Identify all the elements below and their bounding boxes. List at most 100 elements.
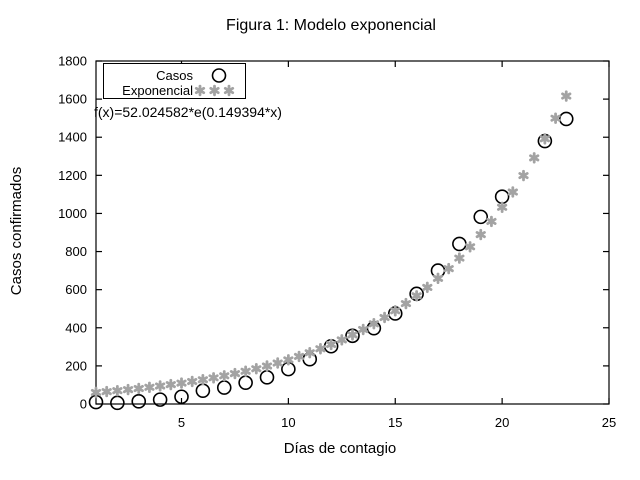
asterisk-arm [379, 313, 390, 322]
asterisk-arm [411, 292, 422, 300]
legend-marker-exponencial [194, 84, 206, 97]
asterisk-arm [101, 388, 112, 396]
exponencial-point [112, 384, 123, 397]
asterisk-arm [454, 254, 465, 262]
exponencial-point [326, 338, 337, 351]
casos-point [152, 392, 168, 407]
asterisk-arm [251, 365, 262, 373]
legend-marker-exponencial [223, 84, 235, 97]
asterisk-arm [229, 370, 241, 378]
x-tick-label: 25 [602, 415, 616, 430]
legend-marker-exponencial [209, 84, 220, 97]
exponencial-point [101, 385, 112, 398]
asterisk-arm [422, 283, 433, 291]
asterisk-arm [432, 274, 444, 282]
asterisk-arm [464, 243, 476, 251]
x-tick-label: 20 [495, 415, 509, 430]
asterisk-arm [358, 325, 369, 334]
asterisk-arm [165, 381, 176, 389]
casos-point [452, 236, 467, 252]
asterisk-arm [194, 86, 206, 95]
exponencial-point [219, 370, 230, 382]
x-tick-label: 15 [388, 415, 402, 430]
asterisk-arm [219, 372, 230, 380]
exponencial-point [304, 347, 315, 359]
exponencial-point [187, 375, 198, 388]
asterisk-arm [144, 383, 155, 391]
x-tick-label: 5 [178, 415, 185, 430]
asterisk-arm [304, 349, 315, 357]
exponencial-point [422, 281, 433, 294]
asterisk-arm [368, 320, 379, 328]
exponencial-point [454, 252, 465, 264]
exponencial-point [529, 152, 540, 164]
exponencial-point [272, 357, 283, 369]
exponencial-point [336, 334, 347, 346]
asterisk-arm [122, 386, 134, 394]
exponencial-point [475, 228, 486, 241]
asterisk-arm [261, 362, 273, 370]
asterisk-arm [507, 188, 518, 196]
exponencial-point [497, 201, 508, 213]
exponencial-point [293, 350, 305, 363]
casos-point [216, 380, 232, 395]
exponencial-point [550, 112, 561, 124]
exponencial-point [283, 354, 294, 366]
asterisk-arm [400, 300, 412, 308]
legend: Casos Exponencial [103, 63, 246, 99]
asterisk-arm [133, 384, 144, 393]
exponencial-point [539, 133, 550, 145]
asterisk-arm [112, 387, 123, 395]
casos-point [195, 383, 211, 398]
asterisk-arm [443, 265, 454, 273]
x-axis-label: Días de contagio [284, 440, 397, 457]
casos-point [494, 189, 510, 204]
casos-point [473, 209, 489, 225]
y-tick-label: 600 [65, 282, 87, 297]
asterisk-arm [90, 388, 102, 397]
y-tick-label: 1600 [58, 92, 87, 107]
legend-label-exponencial: Exponencial [122, 83, 193, 98]
exponencial-point [261, 360, 273, 372]
exponencial-point [155, 380, 166, 392]
y-tick-label: 1800 [58, 54, 87, 69]
exponencial-point [443, 262, 454, 275]
casos-point [174, 389, 189, 405]
y-tick-label: 1200 [58, 168, 87, 183]
y-tick-label: 1400 [58, 130, 87, 145]
asterisk-arm [208, 374, 219, 382]
asterisk-arm [497, 203, 508, 211]
fit-equation: f(x)=52.024582*e(0.149394*x) [94, 104, 282, 120]
y-tick-label: 200 [65, 358, 87, 373]
exponencial-point [561, 90, 572, 102]
series-casos [88, 111, 574, 411]
exponencial-point [507, 186, 518, 198]
exponencial-point [464, 241, 476, 253]
asterisk-arm [518, 172, 529, 180]
asterisk-arm [176, 379, 187, 387]
asterisk-arm [293, 352, 305, 360]
exponencial-point [144, 381, 155, 393]
casos-point [131, 394, 147, 409]
asterisk-arm [187, 377, 198, 386]
asterisk-arm [209, 86, 220, 95]
legend-marker-casos [211, 68, 227, 83]
x-tick-label: 10 [281, 415, 295, 430]
asterisk-arm [347, 331, 358, 339]
y-tick-label: 400 [65, 320, 87, 335]
plot-frame [95, 60, 610, 405]
asterisk-arm [283, 356, 294, 364]
asterisk-arm [240, 367, 251, 375]
exponencial-point [315, 343, 326, 355]
exponencial-point [411, 290, 422, 302]
exponencial-point [165, 378, 176, 391]
y-axis-label: Casos confirmados [8, 167, 25, 295]
casos-point [259, 370, 275, 385]
asterisk-arm [550, 114, 561, 122]
asterisk-arm [223, 86, 235, 95]
exponencial-point [379, 311, 390, 324]
asterisk-arm [475, 231, 486, 239]
exponencial-point [133, 382, 144, 395]
asterisk-arm [390, 307, 401, 315]
